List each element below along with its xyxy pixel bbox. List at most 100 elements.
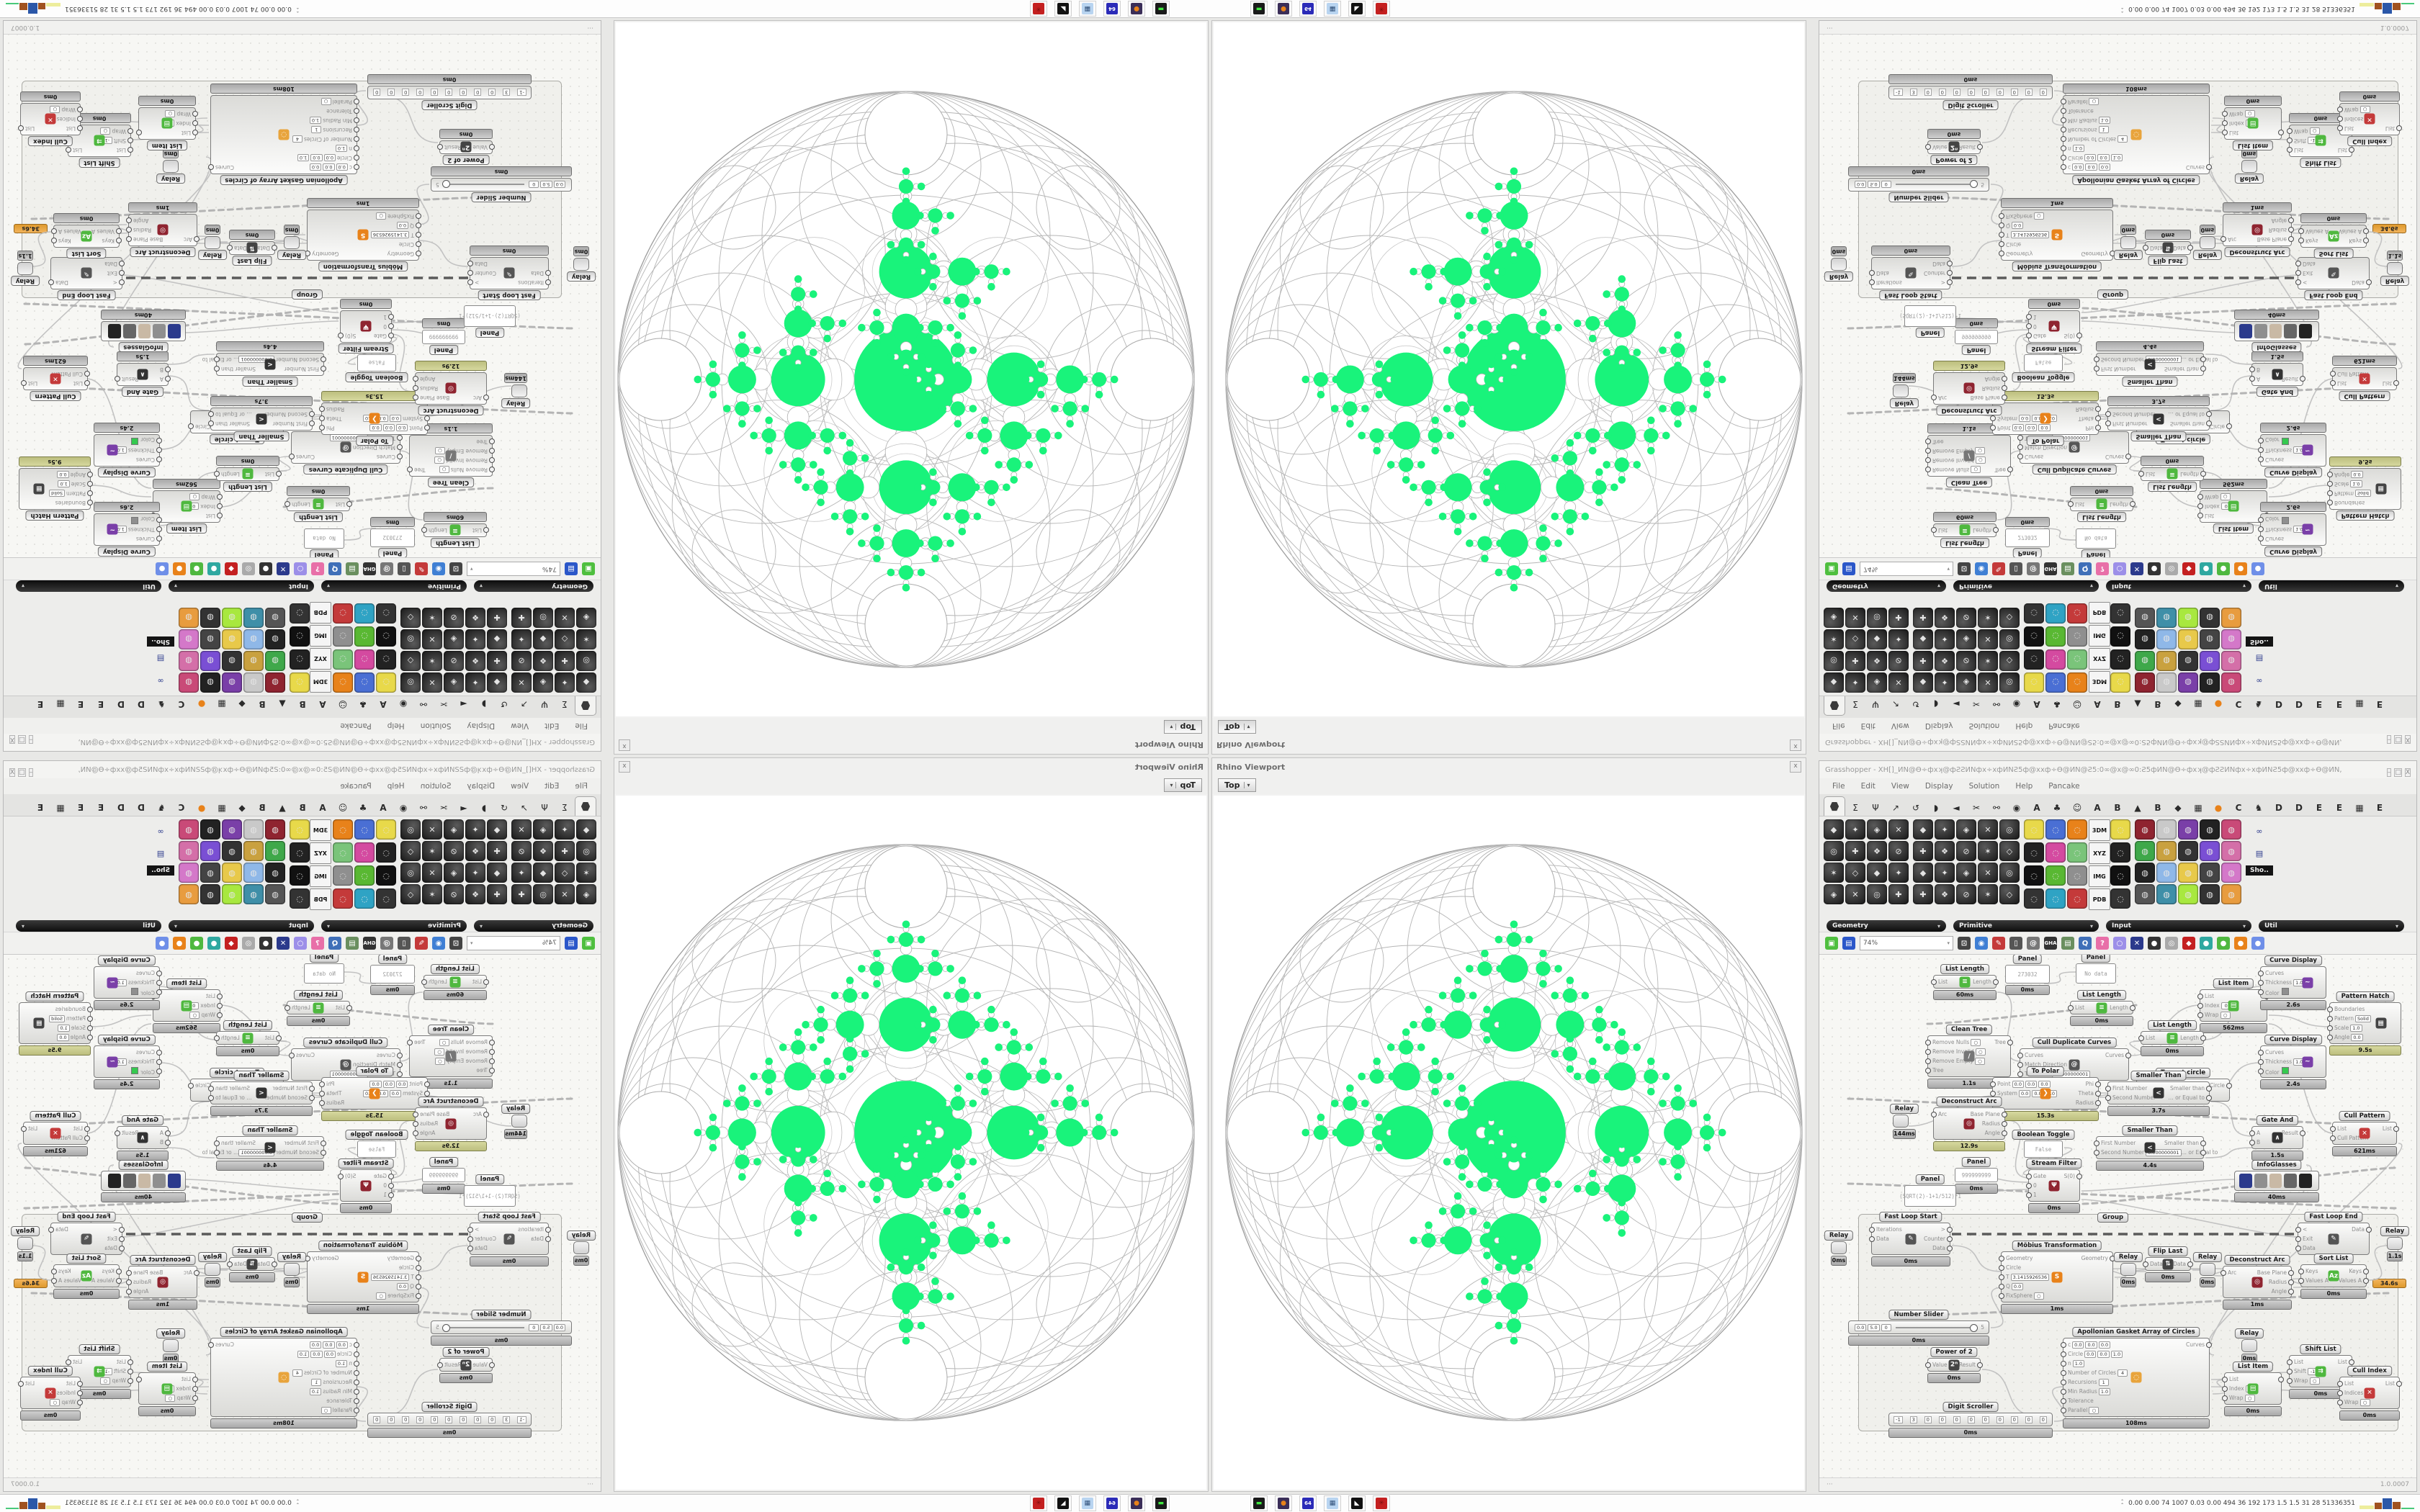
c64-floppy-icon[interactable]: 64: [1103, 1495, 1121, 1511]
value-chip[interactable]: 1: [2098, 126, 2109, 134]
output-port[interactable]: [2206, 164, 2212, 171]
component-icon[interactable]: XYZ: [310, 842, 331, 864]
tab-plugin-c[interactable]: C: [2235, 699, 2242, 709]
node-body[interactable]: Arc Base Plane Radius Angle ◎: [2220, 214, 2294, 246]
input-port[interactable]: [2258, 438, 2264, 444]
input-port[interactable]: [2061, 1369, 2066, 1376]
tab-plugin-e2[interactable]: E: [77, 803, 84, 813]
component-icon[interactable]: ◎: [1999, 629, 2020, 649]
component-icon[interactable]: ❖: [1867, 841, 1887, 861]
tab-vector[interactable]: ↗: [520, 803, 529, 813]
value-chip[interactable]: 0.0: [2018, 415, 2031, 423]
tab-plugin-d1[interactable]: D: [2275, 699, 2282, 709]
tab-plugin-b1[interactable]: B: [2114, 699, 2121, 709]
red-emblem-icon[interactable]: ✳: [1373, 1, 1390, 17]
gh-node-ns[interactable]: Number Slider 0.0 5.0 0 5 0ms: [1848, 166, 1989, 202]
color-swatch[interactable]: [2281, 517, 2289, 525]
teal-ball-icon[interactable]: ●: [2200, 937, 2213, 950]
sketch-pen-icon[interactable]: ✎: [1992, 562, 2005, 575]
output-port[interactable]: [2363, 1268, 2369, 1274]
value-chip[interactable]: 0.0: [389, 1089, 402, 1097]
node-body[interactable]: Iterations > Data Counter Data ✎: [1869, 1223, 1953, 1255]
output-port[interactable]: [338, 1173, 344, 1179]
value-chip[interactable]: 0.0: [396, 1080, 408, 1088]
node-body[interactable]: Data Data ⇅: [227, 1257, 277, 1271]
input-port[interactable]: [2287, 128, 2293, 135]
close-icon[interactable]: x: [1790, 739, 1801, 751]
input-port[interactable]: [2061, 164, 2066, 171]
input-port[interactable]: [2094, 356, 2099, 363]
component-icon[interactable]: ✕: [1978, 672, 1998, 693]
panel-value[interactable]: 999999999: [422, 1168, 465, 1182]
tab-maths[interactable]: Σ: [562, 803, 568, 813]
component-icon[interactable]: ◍: [2200, 672, 2220, 693]
node-body[interactable]: A Result B ∧: [2249, 1126, 2305, 1149]
tab-plugin-shield[interactable]: ◆: [238, 803, 246, 813]
slider-value-chip[interactable]: 0: [1881, 1323, 1891, 1331]
slider-value-chip[interactable]: 5.0: [1868, 181, 1880, 189]
output-port[interactable]: [2095, 406, 2101, 413]
tab-vector[interactable]: ↗: [1891, 699, 1900, 709]
input-port[interactable]: [2330, 380, 2336, 387]
gh-node-ds[interactable]: Digit Scroller -1 3 0 0 0 0 0 0 0 0 0 0ms: [1888, 1402, 2053, 1438]
component-icon[interactable]: ◌: [2024, 649, 2044, 670]
tab-plugin-e1[interactable]: E: [97, 803, 104, 813]
input-port[interactable]: [2258, 979, 2264, 986]
output-port[interactable]: [2300, 1130, 2305, 1136]
disable-scissors-icon[interactable]: ✕: [2130, 562, 2143, 575]
component-icon[interactable]: ◌: [376, 865, 396, 886]
component-icon[interactable]: IMG: [310, 865, 331, 887]
output-port[interactable]: [413, 1120, 418, 1127]
component-icon[interactable]: ◍: [2200, 819, 2220, 840]
component-icon[interactable]: ✶: [1978, 651, 1998, 671]
tab-plugin-b2[interactable]: B: [2154, 699, 2161, 709]
goggles-icon[interactable]: ∞: [151, 821, 171, 841]
gh-node-pannodata[interactable]: Panel No data: [2076, 955, 2116, 984]
output-port[interactable]: [413, 1111, 418, 1117]
output-port[interactable]: [136, 1376, 142, 1382]
group-label-geometry[interactable]: Geometry ▾: [1827, 920, 1946, 932]
component-icon[interactable]: ◌: [2045, 603, 2066, 624]
hand-icon[interactable]: [2269, 1174, 2282, 1188]
menu-item-pancake[interactable]: Pancake: [2048, 782, 2080, 791]
panel-value[interactable]: 273032: [2005, 528, 2050, 547]
component-icon[interactable]: ◍: [2221, 863, 2241, 883]
digit-cell[interactable]: 3: [503, 1416, 511, 1423]
component-icon[interactable]: ◈: [1956, 629, 1976, 649]
component-icon[interactable]: ◇: [1845, 863, 1865, 883]
input-port[interactable]: [2061, 1379, 2066, 1385]
input-port[interactable]: [1999, 232, 2004, 238]
component-icon[interactable]: ✕: [1978, 863, 1998, 883]
output-port[interactable]: [48, 1226, 54, 1233]
input-port[interactable]: [2061, 1398, 2066, 1404]
output-port[interactable]: [2200, 1149, 2206, 1156]
sketch-pen-icon[interactable]: ✎: [1992, 937, 2005, 950]
input-port[interactable]: [489, 1048, 495, 1055]
input-port[interactable]: [416, 1292, 421, 1299]
group-label-util[interactable]: Util ▾: [2259, 580, 2404, 592]
component-icon[interactable]: 3DM: [310, 819, 331, 841]
component-icon[interactable]: ✦: [465, 863, 485, 883]
input-port[interactable]: [217, 993, 223, 999]
digit-cell[interactable]: 0: [1981, 89, 1989, 96]
panel-value[interactable]: 999999999: [1955, 330, 1998, 344]
input-port[interactable]: [2258, 1068, 2264, 1074]
output-port[interactable]: [1947, 261, 1953, 267]
digit-cell[interactable]: 0: [1924, 1416, 1932, 1423]
hand-icon[interactable]: [138, 1174, 151, 1188]
input-port[interactable]: [272, 1261, 277, 1267]
input-port[interactable]: [127, 1359, 133, 1365]
input-port[interactable]: [77, 1399, 83, 1405]
gh-node-ga[interactable]: Gate And A Result B ∧ 1.5s: [2249, 1115, 2305, 1161]
input-port[interactable]: [346, 1004, 352, 1011]
value-chip[interactable]: ○: [2309, 127, 2320, 135]
input-port[interactable]: [2287, 1359, 2293, 1365]
component-icon[interactable]: ✦: [1845, 819, 1865, 840]
input-port[interactable]: [1999, 251, 2004, 257]
value-chip[interactable]: ○: [434, 1048, 445, 1056]
value-chip[interactable]: ○: [50, 1398, 60, 1406]
value-chip[interactable]: 1: [2098, 1378, 2109, 1386]
